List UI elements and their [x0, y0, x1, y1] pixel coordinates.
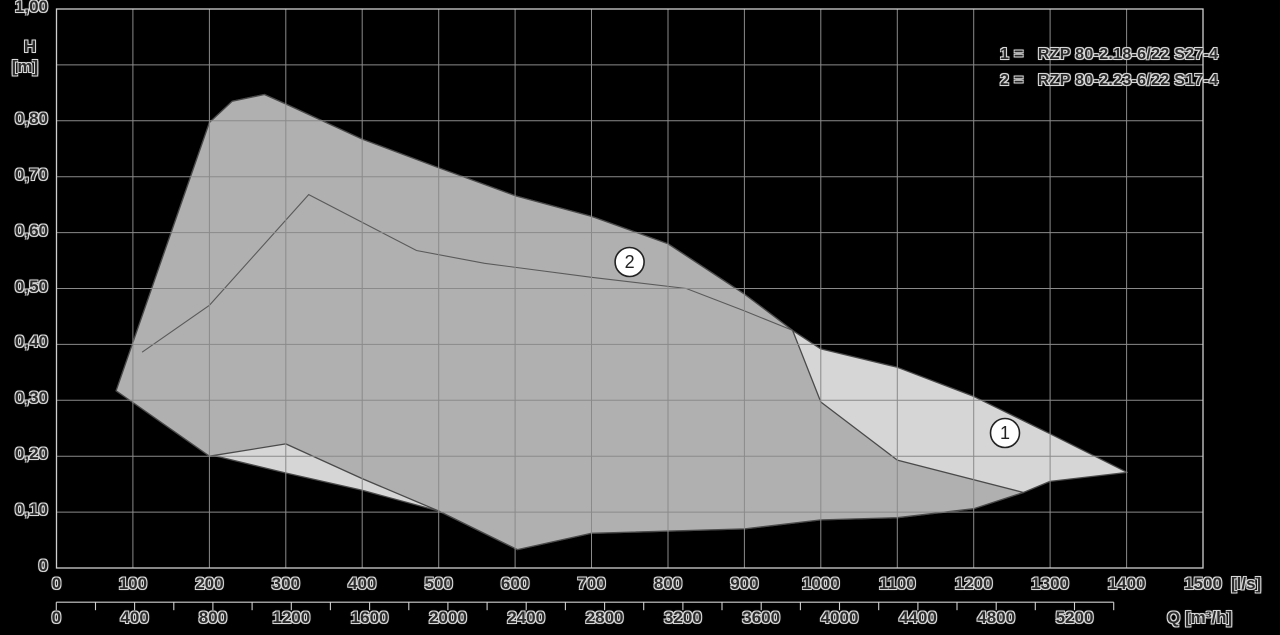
svg-text:2: 2 — [625, 252, 635, 272]
svg-text:1: 1 — [1000, 423, 1010, 443]
